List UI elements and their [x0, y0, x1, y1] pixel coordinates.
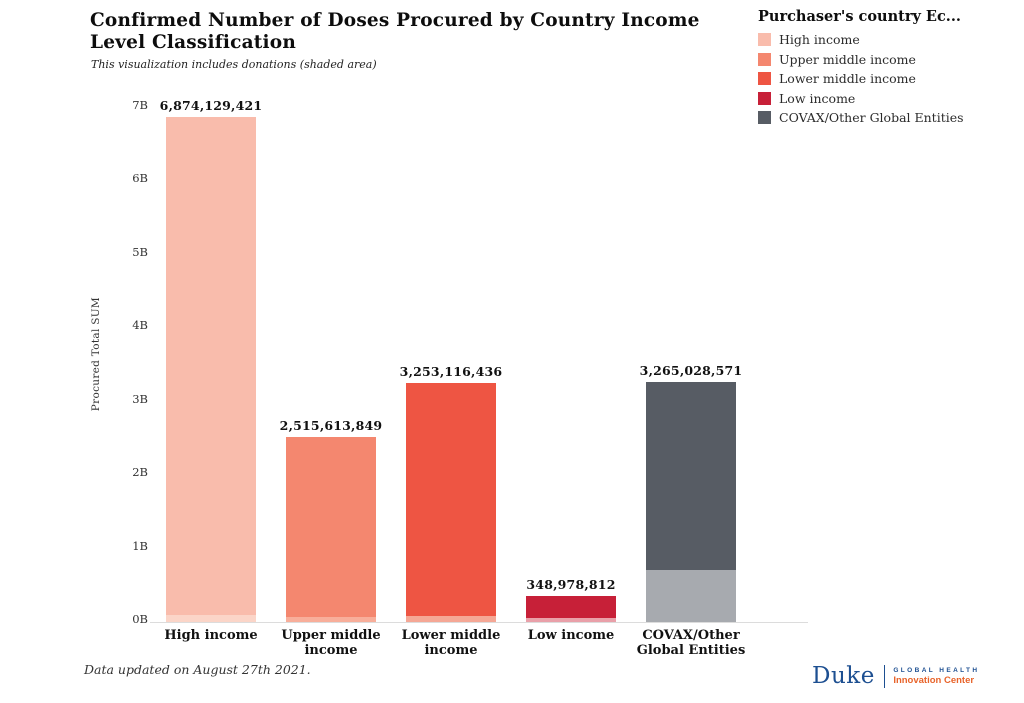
legend-item-label: Lower middle income — [779, 71, 916, 86]
bar-covax-other-global-entities[interactable] — [646, 382, 736, 622]
bar-value-label: 3,265,028,571 — [639, 363, 743, 379]
legend-item-label: Upper middle income — [779, 51, 916, 67]
y-axis-tick-label: 5B — [132, 244, 148, 259]
bar-value-label: 3,253,116,436 — [399, 363, 503, 379]
y-axis-tick-label: 3B — [132, 391, 148, 406]
legend-swatch-icon — [758, 72, 771, 85]
bar-high-income[interactable] — [166, 116, 256, 622]
legend-title: Purchaser's country Ec... — [758, 8, 961, 25]
legend-item-low-income[interactable]: Low income — [758, 91, 1020, 106]
x-axis-category-label: COVAX/Other Global Entities — [636, 628, 746, 658]
donation-shaded-area — [526, 617, 616, 622]
x-axis-category-label: Upper middle income — [281, 628, 381, 658]
legend-item-label: Low income — [779, 90, 856, 106]
y-axis-tick-label: 4B — [132, 318, 148, 332]
chart-subtitle: This visualization includes donations (s… — [91, 58, 377, 71]
legend-item-lower-middle-income[interactable]: Lower middle income — [758, 71, 1020, 86]
x-axis-category-label: Low income — [527, 628, 615, 643]
bar-value-label: 6,874,129,421 — [159, 97, 263, 113]
duke-logo: Duke GLOBAL HEALTH Innovation Center — [812, 663, 980, 689]
donation-shaded-area — [286, 616, 376, 622]
logo-divider — [883, 664, 886, 688]
duke-wordmark: Duke — [812, 663, 875, 689]
bar-upper-middle-income[interactable] — [286, 437, 376, 622]
chart-title: Confirmed Number of Doses Procured by Co… — [90, 10, 700, 53]
x-axis-line — [150, 622, 808, 623]
bar-lower-middle-income[interactable] — [406, 382, 496, 622]
legend-items: High income Upper middle income Lower midd… — [758, 32, 1020, 125]
logo-text-block: GLOBAL HEALTH Innovation Center — [893, 667, 979, 686]
donation-shaded-area — [646, 569, 736, 622]
legend-item-covax-other-global-entities[interactable]: COVAX/Other Global Entities — [758, 110, 1020, 125]
y-axis-tick-label: 7B — [132, 97, 148, 112]
legend: Purchaser's country Ec... High income Upp… — [758, 8, 1020, 130]
legend-item-label: High income — [779, 32, 860, 47]
y-axis-tick-label: 0B — [132, 612, 148, 626]
legend-swatch-icon — [758, 111, 771, 124]
legend-swatch-icon — [758, 52, 771, 66]
x-axis-category-label: Lower middle income — [401, 628, 501, 658]
legend-item-upper-middle-income[interactable]: Upper middle income — [758, 52, 1020, 67]
legend-swatch-icon — [758, 91, 771, 105]
legend-item-high-income[interactable]: High income — [758, 32, 1020, 47]
x-axis-category-label: High income — [164, 628, 258, 643]
donation-shaded-area — [406, 615, 496, 622]
y-axis-tick-label: 1B — [132, 538, 148, 553]
legend-swatch-icon — [758, 33, 771, 46]
bar-low-income[interactable] — [526, 596, 616, 622]
y-axis-tick-label: 6B — [132, 171, 148, 185]
bar-value-label: 2,515,613,849 — [279, 418, 383, 434]
donation-shaded-area — [166, 614, 256, 622]
y-axis-tick-label: 2B — [132, 465, 148, 479]
data-updated-note: Data updated on August 27th 2021. — [84, 662, 311, 677]
bar-value-label: 348,978,812 — [526, 577, 616, 593]
legend-item-label: COVAX/Other Global Entities — [779, 110, 964, 125]
logo-innovation-center-label: Innovation Center — [893, 674, 975, 686]
logo-global-health-label: GLOBAL HEALTH — [893, 666, 980, 674]
